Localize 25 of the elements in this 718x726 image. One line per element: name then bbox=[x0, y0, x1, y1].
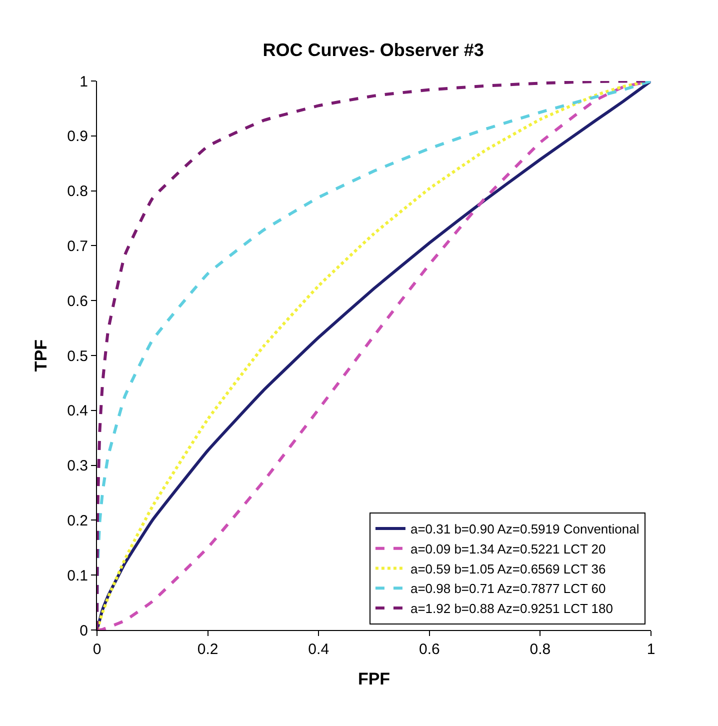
x-tick-label: 0.2 bbox=[197, 641, 218, 658]
legend-label: a=0.31 b=0.90 Az=0.5919 Conventional bbox=[410, 522, 640, 537]
legend-label: a=0.98 b=0.71 Az=0.7877 LCT 60 bbox=[410, 581, 606, 596]
chart-title: ROC Curves- Observer #3 bbox=[262, 40, 484, 60]
y-tick-label: 1 bbox=[80, 73, 88, 90]
y-tick-label: 0.6 bbox=[67, 292, 88, 310]
y-tick-label: 0 bbox=[80, 622, 88, 640]
y-tick-label: 0.9 bbox=[67, 128, 88, 146]
legend-label: a=0.59 b=1.05 Az=0.6569 LCT 36 bbox=[410, 561, 606, 576]
legend-label: a=1.92 b=0.88 Az=0.9251 LCT 180 bbox=[410, 601, 613, 616]
y-tick-label: 0.5 bbox=[67, 348, 88, 365]
x-tick-label: 1 bbox=[646, 641, 656, 658]
y-tick-label: 0.8 bbox=[67, 183, 88, 200]
y-tick-label: 0.7 bbox=[67, 238, 88, 255]
x-tick-label: 0.8 bbox=[530, 641, 551, 658]
x-tick-label: 0 bbox=[92, 641, 102, 658]
x-tick-label: 0.6 bbox=[418, 641, 440, 658]
legend-label: a=0.09 b=1.34 Az=0.5221 LCT 20 bbox=[410, 541, 606, 556]
y-axis-title: TPF bbox=[32, 339, 51, 372]
y-tick-label: 0.3 bbox=[67, 458, 88, 475]
y-tick-label: 0.2 bbox=[67, 512, 88, 530]
x-tick-label: 0.4 bbox=[308, 641, 330, 658]
y-tick-label: 0.1 bbox=[67, 567, 88, 584]
y-tick-label: 0.4 bbox=[67, 402, 88, 420]
x-axis-title: FPF bbox=[358, 669, 390, 688]
